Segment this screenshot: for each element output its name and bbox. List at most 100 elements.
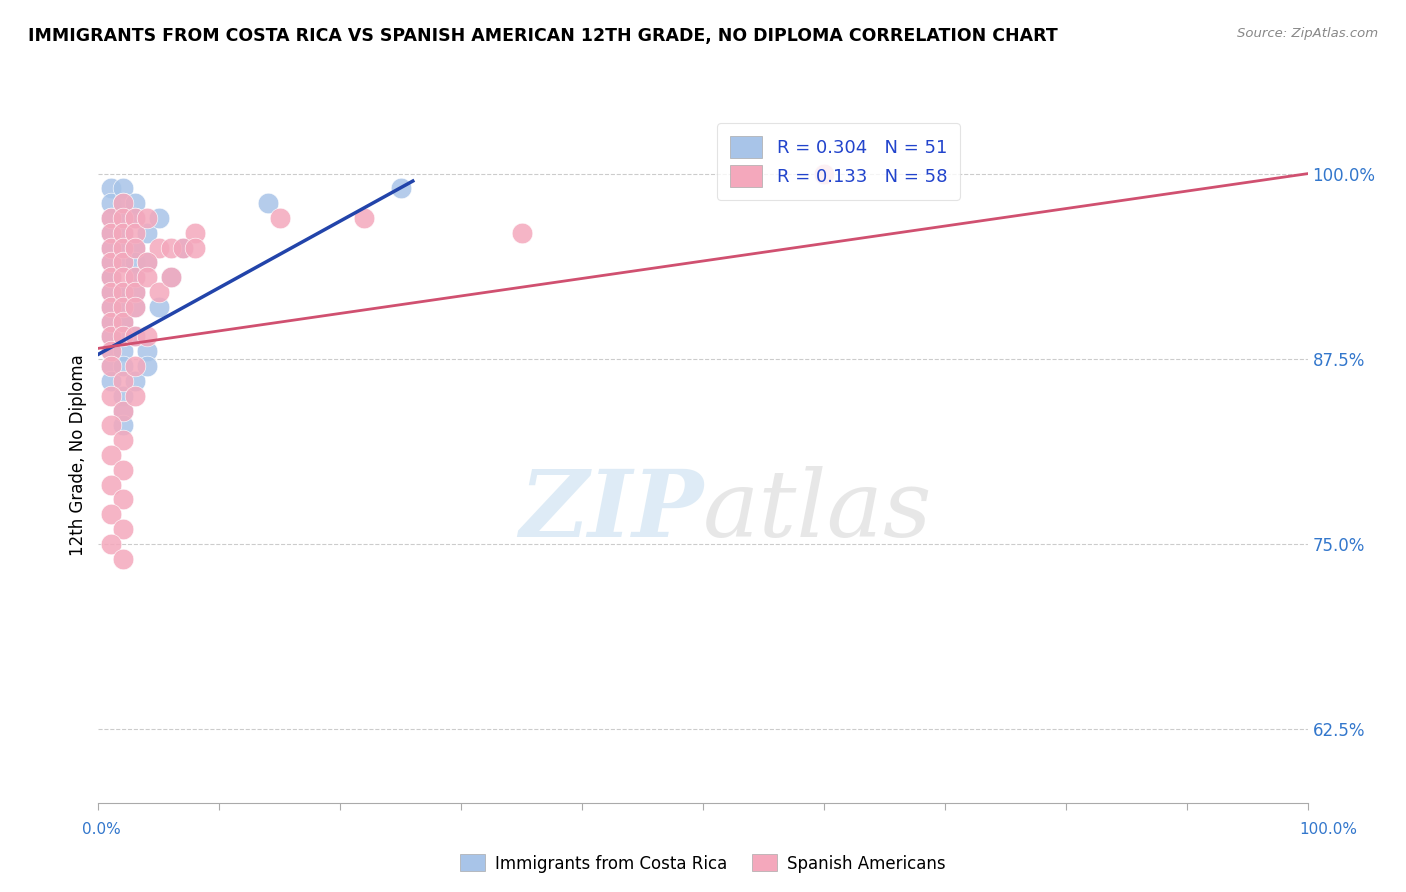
Point bbox=[111, 211, 134, 225]
Text: atlas: atlas bbox=[703, 466, 932, 556]
Point bbox=[160, 270, 183, 285]
Point bbox=[269, 211, 291, 225]
Point bbox=[135, 255, 157, 269]
Point bbox=[111, 403, 134, 417]
Point bbox=[124, 270, 146, 285]
Point bbox=[148, 241, 170, 255]
Point bbox=[124, 300, 146, 314]
Point bbox=[100, 374, 122, 388]
Point bbox=[124, 329, 146, 343]
Point bbox=[100, 196, 122, 211]
Point bbox=[124, 226, 146, 240]
Point bbox=[111, 315, 134, 329]
Point bbox=[100, 389, 122, 403]
Point bbox=[124, 196, 146, 211]
Point bbox=[813, 167, 835, 181]
Point bbox=[111, 300, 134, 314]
Point bbox=[389, 181, 412, 195]
Point bbox=[124, 270, 146, 285]
Point bbox=[100, 270, 122, 285]
Point bbox=[100, 300, 122, 314]
Point bbox=[111, 329, 134, 343]
Point bbox=[135, 359, 157, 373]
Point bbox=[135, 270, 157, 285]
Point bbox=[111, 315, 134, 329]
Point bbox=[111, 211, 134, 225]
Point bbox=[124, 329, 146, 343]
Point bbox=[111, 285, 134, 299]
Point bbox=[124, 211, 146, 225]
Point bbox=[135, 211, 157, 225]
Text: ZIP: ZIP bbox=[519, 466, 703, 556]
Text: 100.0%: 100.0% bbox=[1299, 822, 1358, 837]
Point bbox=[111, 300, 134, 314]
Point bbox=[111, 463, 134, 477]
Point bbox=[184, 226, 207, 240]
Point bbox=[111, 196, 134, 211]
Point bbox=[100, 344, 122, 359]
Point bbox=[100, 359, 122, 373]
Point bbox=[135, 329, 157, 343]
Point bbox=[100, 226, 122, 240]
Point bbox=[148, 285, 170, 299]
Point bbox=[111, 418, 134, 433]
Point bbox=[100, 211, 122, 225]
Point bbox=[124, 211, 146, 225]
Point bbox=[124, 285, 146, 299]
Point bbox=[100, 537, 122, 551]
Point bbox=[111, 196, 134, 211]
Point bbox=[124, 241, 146, 255]
Text: IMMIGRANTS FROM COSTA RICA VS SPANISH AMERICAN 12TH GRADE, NO DIPLOMA CORRELATIO: IMMIGRANTS FROM COSTA RICA VS SPANISH AM… bbox=[28, 27, 1057, 45]
Legend: R = 0.304   N = 51, R = 0.133   N = 58: R = 0.304 N = 51, R = 0.133 N = 58 bbox=[717, 123, 960, 200]
Point bbox=[124, 389, 146, 403]
Point bbox=[100, 448, 122, 462]
Point bbox=[111, 551, 134, 566]
Point bbox=[510, 226, 533, 240]
Point bbox=[100, 315, 122, 329]
Point bbox=[100, 211, 122, 225]
Point bbox=[100, 507, 122, 521]
Point bbox=[353, 211, 375, 225]
Point bbox=[111, 226, 134, 240]
Point bbox=[100, 241, 122, 255]
Point bbox=[111, 181, 134, 195]
Point bbox=[100, 359, 122, 373]
Point bbox=[100, 255, 122, 269]
Point bbox=[111, 403, 134, 417]
Point bbox=[124, 255, 146, 269]
Point bbox=[111, 241, 134, 255]
Point bbox=[111, 226, 134, 240]
Point bbox=[111, 522, 134, 536]
Point bbox=[111, 315, 134, 329]
Point bbox=[100, 315, 122, 329]
Point bbox=[124, 300, 146, 314]
Point bbox=[172, 241, 194, 255]
Point bbox=[111, 285, 134, 299]
Point bbox=[100, 477, 122, 491]
Point bbox=[111, 329, 134, 343]
Point bbox=[111, 374, 134, 388]
Point bbox=[124, 374, 146, 388]
Point bbox=[111, 255, 134, 269]
Text: 0.0%: 0.0% bbox=[82, 822, 121, 837]
Point bbox=[100, 270, 122, 285]
Point bbox=[111, 270, 134, 285]
Point bbox=[135, 344, 157, 359]
Point bbox=[111, 344, 134, 359]
Point bbox=[256, 196, 278, 211]
Point bbox=[111, 255, 134, 269]
Point bbox=[135, 226, 157, 240]
Point bbox=[100, 344, 122, 359]
Point bbox=[148, 300, 170, 314]
Point bbox=[111, 492, 134, 507]
Point bbox=[148, 211, 170, 225]
Point bbox=[111, 433, 134, 447]
Point bbox=[111, 241, 134, 255]
Point bbox=[100, 285, 122, 299]
Text: Source: ZipAtlas.com: Source: ZipAtlas.com bbox=[1237, 27, 1378, 40]
Point bbox=[111, 285, 134, 299]
Point bbox=[100, 329, 122, 343]
Point bbox=[124, 241, 146, 255]
Point bbox=[160, 241, 183, 255]
Point bbox=[172, 241, 194, 255]
